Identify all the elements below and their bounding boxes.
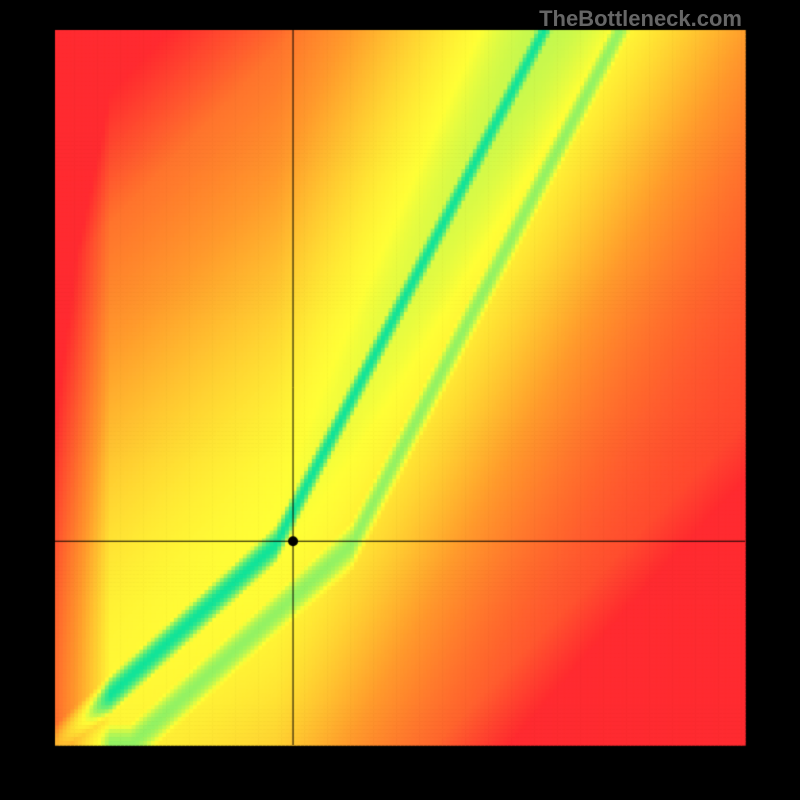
watermark-text: TheBottleneck.com (539, 6, 742, 32)
heatmap-canvas (0, 0, 800, 800)
chart-container: TheBottleneck.com (0, 0, 800, 800)
